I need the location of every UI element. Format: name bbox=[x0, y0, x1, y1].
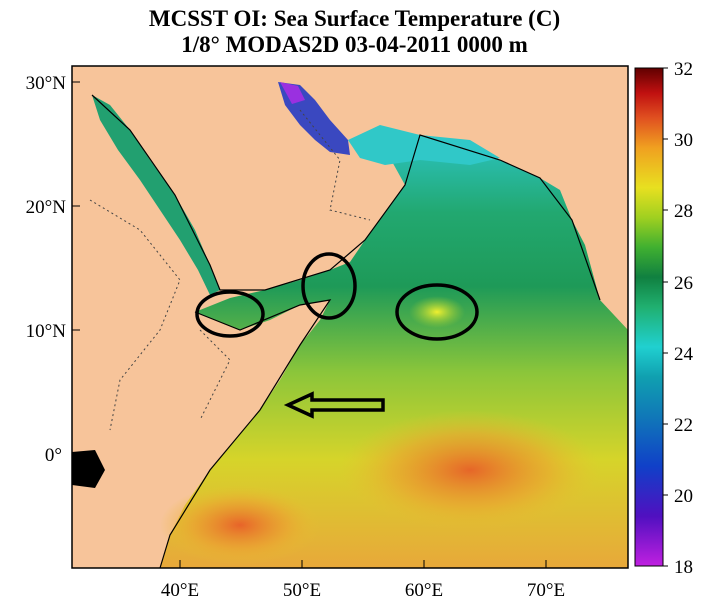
coastline bbox=[91, 94, 601, 301]
lon-tick-70e: 70°E bbox=[527, 580, 565, 601]
colorbar-label-32: 32 bbox=[674, 59, 693, 80]
colorbar-ticks bbox=[663, 67, 668, 567]
lon-tick-40e: 40°E bbox=[161, 580, 199, 601]
lat-tick-0: 0° bbox=[45, 445, 62, 466]
annotation-ellipse-arabian-sea bbox=[395, 283, 479, 341]
country-borders bbox=[89, 109, 371, 431]
colorbar-label-26: 26 bbox=[674, 273, 693, 294]
red-sea bbox=[92, 95, 220, 295]
map-canvas bbox=[72, 66, 628, 568]
colorbar-label-22: 22 bbox=[674, 415, 693, 436]
colorbar-label-30: 30 bbox=[674, 130, 693, 151]
persian-gulf-cold-core bbox=[280, 82, 305, 104]
lat-tick-10n: 10°N bbox=[26, 321, 67, 342]
annotation-ellipse-socotra bbox=[301, 252, 357, 320]
colorbar bbox=[634, 67, 664, 567]
annotation-arrow-westward bbox=[283, 391, 385, 419]
lat-tick-20n: 20°N bbox=[26, 197, 67, 218]
map-frame bbox=[71, 65, 629, 569]
coastline-island bbox=[72, 450, 105, 488]
lat-tick-30n: 30°N bbox=[26, 73, 67, 94]
colorbar-label-24: 24 bbox=[674, 344, 694, 365]
map-title-line-1: MCSST OI: Sea Surface Temperature (C) bbox=[148, 6, 561, 31]
gulf-of-oman bbox=[348, 125, 500, 165]
lon-tick-60e: 60°E bbox=[405, 580, 443, 601]
warm-water-patch-south bbox=[160, 485, 320, 565]
warm-spot bbox=[409, 296, 465, 328]
annotation-ellipse-gulf-aden-west bbox=[195, 290, 265, 338]
colorbar-label-18: 18 bbox=[674, 557, 693, 578]
colorbar-label-28: 28 bbox=[674, 201, 693, 222]
map-title-line-2: 1/8° MODAS2D 03-04-2011 0000 m bbox=[181, 32, 528, 57]
axis-ticks bbox=[72, 81, 547, 568]
warm-water-patch bbox=[340, 410, 600, 530]
lon-tick-50e: 50°E bbox=[283, 580, 321, 601]
colorbar-label-20: 20 bbox=[674, 486, 693, 507]
